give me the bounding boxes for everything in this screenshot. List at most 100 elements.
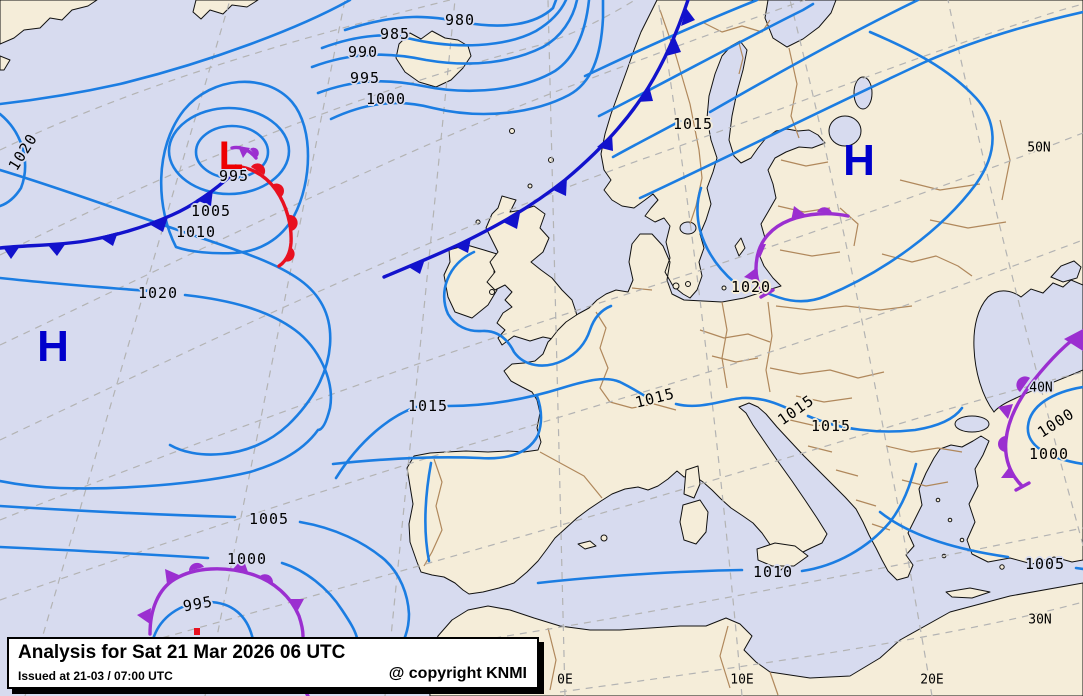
- isobar-1005-ring: [159, 80, 310, 255]
- isobar-1005-southeast: [878, 510, 1083, 571]
- isobars-layer: [0, 0, 1083, 646]
- partial-low-symbol: [194, 628, 200, 635]
- aegean-island: [947, 517, 953, 523]
- orkney-islands: [527, 183, 533, 189]
- isobar-1020-atlantic: [0, 276, 333, 490]
- cold-front-norwegian-sea: [382, 0, 695, 279]
- grid-label: 10E: [730, 672, 754, 688]
- parallel-line: [0, 0, 451, 151]
- isobar-biscay: [331, 394, 543, 466]
- copyright-notice: @ copyright KNMI: [388, 665, 527, 682]
- gotland-island: [734, 237, 746, 257]
- balearic-islands: [577, 540, 597, 550]
- occluded-front-belarus: [744, 206, 850, 299]
- grid-label: 0E: [557, 672, 573, 688]
- isobar-995: [316, 0, 591, 95]
- lake-vanern: [679, 221, 697, 235]
- isobar-1020-west-edge: [0, 112, 27, 208]
- parallel-line: [0, 0, 806, 346]
- crete-island: [945, 587, 991, 599]
- high-pressure-symbol: H: [37, 322, 69, 371]
- isobar-1015-scandinavia: [611, 0, 920, 159]
- cold-front-atlantic: [0, 170, 237, 259]
- ne-greenland-coast: [192, 0, 259, 20]
- isobar-label: 1010: [752, 563, 794, 581]
- isobar-label: 1020: [137, 284, 179, 302]
- lake-onega: [853, 76, 873, 110]
- isobar-british-isles: [442, 250, 613, 367]
- grid-label: 50N: [1027, 140, 1051, 156]
- sea-of-marmara: [954, 415, 990, 433]
- isobar-norwegian-sea-2: [597, 2, 815, 118]
- isobar-label: 1005: [190, 202, 232, 220]
- sardinia-island: [679, 499, 709, 545]
- isobar-label: 1000: [226, 550, 268, 568]
- meridian-line: [789, 0, 933, 696]
- isobar-label: 1015: [810, 417, 852, 435]
- isobar-nw-sweep: [0, 0, 352, 106]
- isobar-980: [343, 0, 558, 32]
- low-pressure-symbol: L: [218, 134, 244, 178]
- sea-of-azov: [1050, 260, 1082, 283]
- occluded-front-low-centre: [230, 145, 259, 160]
- sicily-island: [756, 542, 809, 567]
- isobar-label: 1015: [407, 397, 449, 415]
- isobar-990: [310, 0, 579, 69]
- grid-label: 30N: [1028, 612, 1052, 628]
- isobar-1015-atlantic-europe: [334, 377, 964, 480]
- rhodes-island: [999, 564, 1005, 570]
- high-pressure-symbol: H: [843, 136, 875, 185]
- danish-isle: [672, 282, 680, 290]
- isobar-label: 1020: [730, 278, 772, 296]
- europe-landmass: [406, 0, 1083, 595]
- faroe-islands: [509, 128, 515, 134]
- isobar-1000-east: [1026, 385, 1083, 466]
- small-island: [600, 534, 608, 542]
- isobar-1020-east: [696, 30, 994, 303]
- greenland-islet: [0, 55, 11, 71]
- meridian-line: [657, 0, 743, 696]
- meridian-line: [204, 0, 346, 696]
- isobar-label: 1005: [1024, 555, 1066, 573]
- isobar-norwegian-sea-1: [583, 0, 759, 78]
- isobar-label: 1010: [175, 223, 217, 241]
- parallel-line: [0, 3, 1083, 441]
- isobar-995-sw-low: [150, 600, 255, 645]
- great-britain-landmass: [485, 195, 580, 346]
- analysis-title: Analysis for Sat 21 Mar 2026 06 UTC: [18, 642, 346, 663]
- isobar-1010-sweep: [0, 168, 332, 456]
- meridian-line: [947, 0, 1083, 548]
- isobar-label: 995: [349, 69, 381, 87]
- isobar-label: 1000: [1028, 445, 1070, 463]
- isobar-label: 995: [218, 167, 250, 185]
- isobar-1010-mediterranean: [536, 462, 918, 585]
- isobar-label: 985: [379, 25, 411, 43]
- north-africa-landmass: [427, 582, 1083, 696]
- danish-isle: [685, 281, 691, 287]
- aegean-island: [959, 537, 965, 543]
- isobar-1000: [329, 0, 605, 121]
- grid-label: 20E: [920, 672, 944, 688]
- isobar-label: 990: [347, 43, 379, 61]
- warm-front-atlantic: [234, 163, 298, 268]
- grid-label: 40N: [1029, 380, 1053, 396]
- bornholm-island: [721, 285, 727, 291]
- isobar-1000-sw-low: [0, 545, 359, 640]
- isobar-label: 1015: [672, 115, 714, 133]
- isobar-995-ring: [194, 124, 270, 180]
- greenland-landmass: [0, 0, 98, 45]
- analysis-title-box: Analysis for Sat 21 Mar 2026 06 UTC Issu…: [7, 637, 539, 689]
- lake-ladoga: [828, 115, 862, 147]
- occluded-front-southwest-low: [137, 558, 310, 696]
- parallel-line: [429, 527, 1083, 649]
- isobar-russia-ne: [638, 10, 1083, 200]
- aegean-island: [935, 497, 941, 503]
- isobar-label: 1000: [365, 90, 407, 108]
